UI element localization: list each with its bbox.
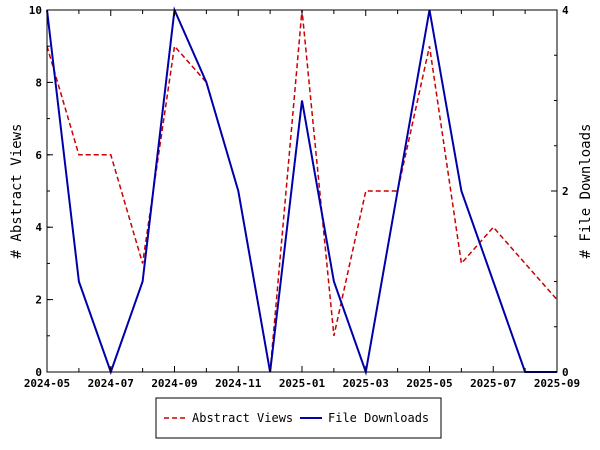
x-tick-label: 2024-07 bbox=[88, 377, 134, 390]
plot-lines bbox=[46, 6, 558, 376]
x-tick-label: 2025-09 bbox=[534, 377, 580, 390]
x-tick-label: 2025-03 bbox=[343, 377, 389, 390]
y-right-tick-label: 4 bbox=[562, 4, 569, 17]
x-tick-label: 2024-05 bbox=[24, 377, 70, 390]
y-axis-left-title: # Abstract Views bbox=[9, 124, 25, 259]
legend: Abstract Views File Downloads bbox=[155, 397, 442, 439]
y-axis-right-title: # File Downloads bbox=[578, 124, 594, 259]
y-left-tick-label: 10 bbox=[29, 4, 42, 17]
x-tick-label: 2024-09 bbox=[151, 377, 197, 390]
y-left-tick-label: 6 bbox=[35, 149, 42, 162]
y-left-tick-label: 2 bbox=[35, 294, 42, 307]
x-tick-label: 2024-11 bbox=[215, 377, 262, 390]
y-left-tick-label: 8 bbox=[35, 76, 42, 89]
y-left-tick-label: 4 bbox=[35, 221, 42, 234]
series-line-file-downloads bbox=[46, 6, 557, 376]
series-line-abstract-views bbox=[46, 9, 558, 373]
x-tick-label: 2025-07 bbox=[470, 377, 516, 390]
legend-label: File Downloads bbox=[328, 411, 429, 425]
legend-box bbox=[155, 397, 442, 439]
y-right-tick-label: 0 bbox=[562, 366, 569, 379]
plot-area-frame bbox=[46, 9, 558, 373]
legend-label: Abstract Views bbox=[192, 411, 293, 425]
x-tick-label: 2025-05 bbox=[406, 377, 452, 390]
y-right-tick-label: 2 bbox=[562, 185, 569, 198]
x-tick-label: 2025-01 bbox=[279, 377, 326, 390]
y-left-tick-label: 0 bbox=[35, 366, 42, 379]
axes: 2024-05 2024-07 2024-09 2024-11 2025-01 2025-… bbox=[24, 4, 580, 390]
